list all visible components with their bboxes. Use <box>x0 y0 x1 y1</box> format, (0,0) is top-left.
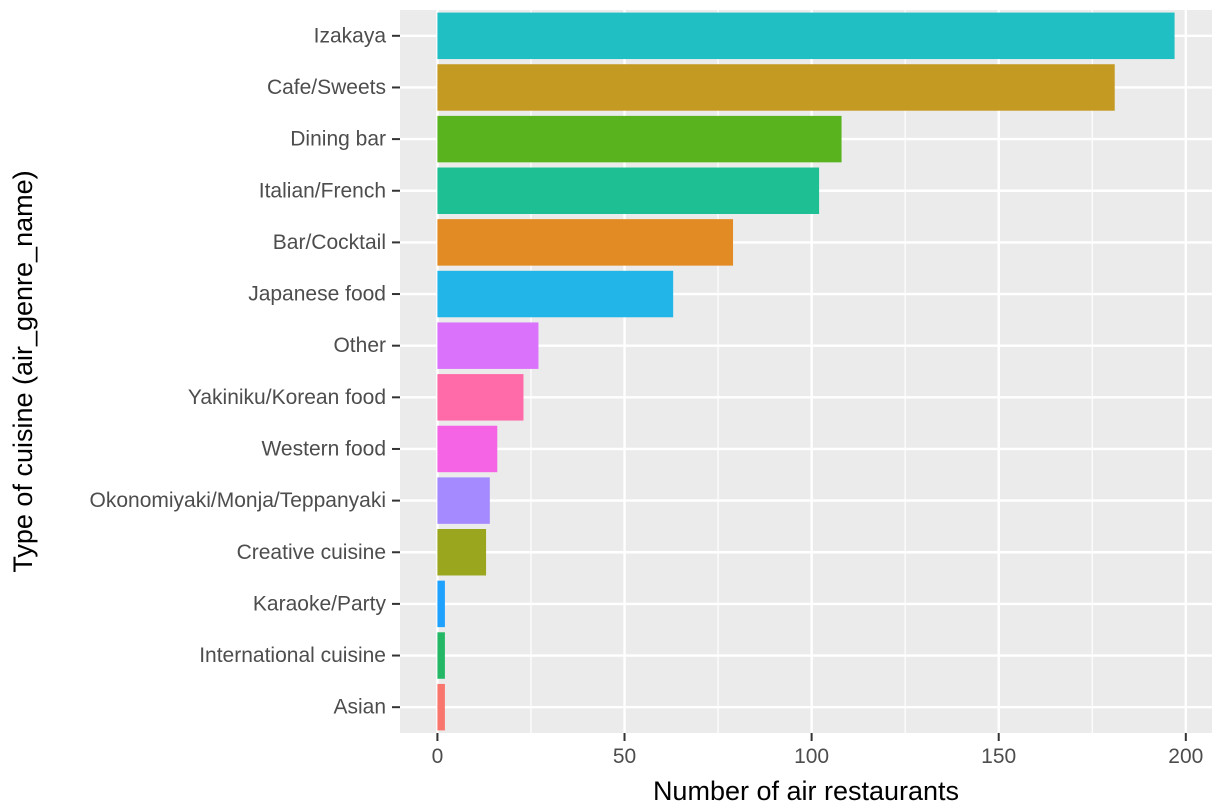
y-tick-label: International cuisine <box>199 644 386 667</box>
bar <box>437 374 524 421</box>
y-tick-label: Karaoke/Party <box>253 592 387 615</box>
x-axis: 0 50 100 150 200 <box>432 733 1203 768</box>
y-tick-label: Creative cuisine <box>237 541 386 564</box>
bar <box>437 477 490 524</box>
bar <box>437 580 445 628</box>
x-tick-label: 150 <box>981 745 1016 768</box>
y-tick-label: Asian <box>333 696 386 719</box>
y-axis: Izakaya Cafe/Sweets Dining bar Italian/Fren… <box>90 24 400 719</box>
bar <box>437 219 734 266</box>
x-axis-title: Number of air restaurants <box>653 776 959 806</box>
x-tick-label: 200 <box>1168 745 1203 768</box>
y-tick-label: Western food <box>261 437 386 460</box>
bar <box>437 115 842 163</box>
y-tick-label: Izakaya <box>314 24 387 47</box>
x-tick-label: 100 <box>794 745 829 768</box>
bar <box>437 64 1115 111</box>
bar <box>437 425 498 473</box>
bar <box>437 270 674 318</box>
x-tick-label: 50 <box>613 745 636 768</box>
x-tick-label: 0 <box>432 745 444 768</box>
y-tick-label: Dining bar <box>290 128 386 151</box>
bar <box>437 167 820 214</box>
y-tick-label: Okonomiyaki/Monja/Teppanyaki <box>90 489 386 512</box>
bar <box>437 683 445 731</box>
bar <box>437 632 445 679</box>
y-tick-label: Yakiniku/Korean food <box>188 386 386 409</box>
y-axis-title: Type of cuisine (air_genre_name) <box>8 170 38 572</box>
y-tick-label: Other <box>333 334 386 357</box>
bars <box>437 12 1175 731</box>
y-tick-label: Cafe/Sweets <box>267 76 386 99</box>
y-tick-label: Bar/Cocktail <box>273 231 386 254</box>
y-tick-label: Japanese food <box>248 283 386 306</box>
bar <box>437 12 1175 60</box>
bar <box>437 322 539 369</box>
y-tick-label: Italian/French <box>259 179 386 202</box>
bar <box>437 529 487 576</box>
